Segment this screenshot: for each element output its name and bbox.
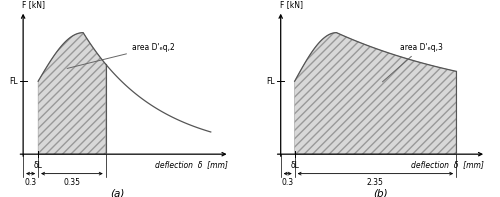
Text: 0.35: 0.35 xyxy=(64,178,80,188)
Text: area D'ₑq,2: area D'ₑq,2 xyxy=(67,43,174,68)
Text: deflection  δ  [mm]: deflection δ [mm] xyxy=(411,160,484,169)
Polygon shape xyxy=(294,33,456,154)
Text: area D'ₑq,3: area D'ₑq,3 xyxy=(382,43,443,82)
Text: F [kN]: F [kN] xyxy=(22,1,45,10)
Text: 0.3: 0.3 xyxy=(24,178,36,188)
Text: δL: δL xyxy=(34,162,42,170)
Text: 0.3: 0.3 xyxy=(282,178,294,188)
Text: deflection  δ  [mm]: deflection δ [mm] xyxy=(155,160,228,169)
Polygon shape xyxy=(38,33,106,154)
Text: (b): (b) xyxy=(373,188,388,197)
Text: (a): (a) xyxy=(110,188,124,197)
Text: FL: FL xyxy=(9,77,18,86)
Text: FL: FL xyxy=(266,77,274,86)
Text: δL: δL xyxy=(290,162,299,170)
Text: F [kN]: F [kN] xyxy=(280,1,302,10)
Text: 2.35: 2.35 xyxy=(367,178,384,188)
